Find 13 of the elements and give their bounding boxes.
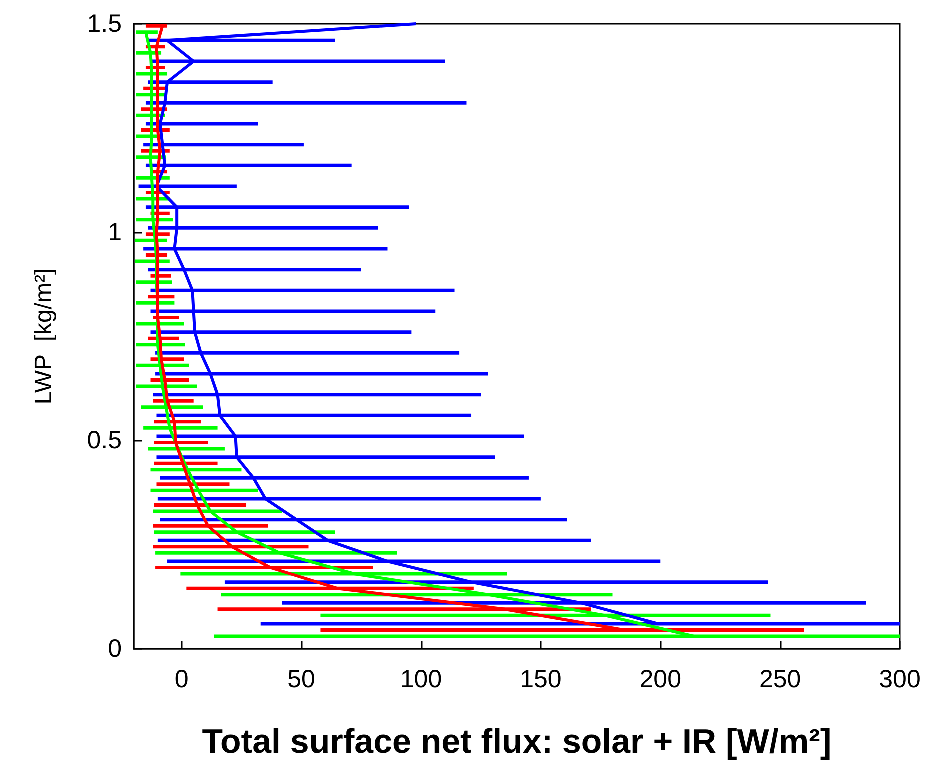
x-tick-label: 50 bbox=[288, 666, 316, 694]
y-tick-label: 1.5 bbox=[87, 10, 122, 38]
x-tick-label: 100 bbox=[400, 666, 442, 694]
y-tick-label: 0 bbox=[108, 635, 122, 663]
x-tick-label: 300 bbox=[879, 666, 921, 694]
y-axis-title: LWP [kg/m²] bbox=[30, 268, 58, 405]
y-tick-label: 0.5 bbox=[87, 426, 122, 455]
x-tick-label: 0 bbox=[174, 666, 189, 694]
x-tick-label: 150 bbox=[520, 666, 562, 694]
x-tick-label: 200 bbox=[640, 666, 682, 694]
x-axis-title: Total surface net flux: solar + IR [W/m²] bbox=[202, 723, 832, 761]
y-tick-label: 1 bbox=[108, 218, 122, 246]
x-tick-label: 250 bbox=[759, 666, 802, 694]
